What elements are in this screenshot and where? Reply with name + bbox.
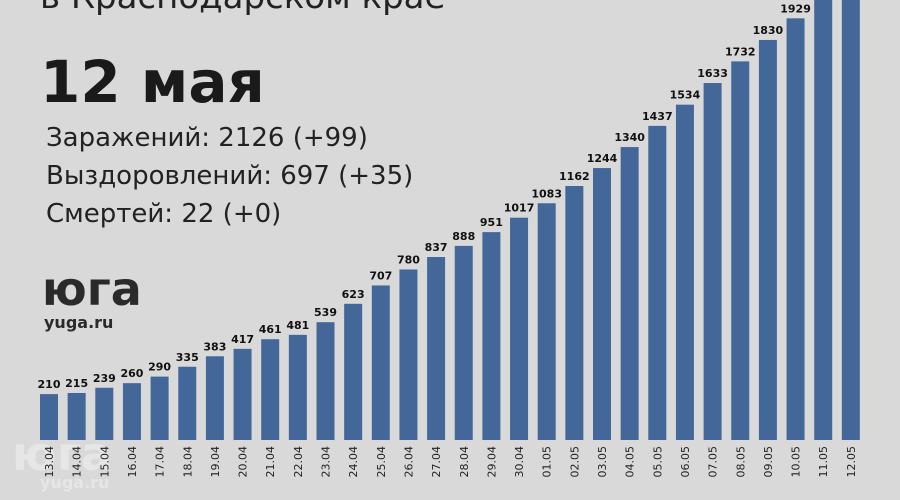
x-tick-label: 11.05 [817,446,830,478]
value-label: 780 [397,253,420,266]
value-label: 1534 [670,89,701,102]
value-label: 481 [286,319,309,332]
value-label: 290 [148,361,171,374]
x-tick-label: 28.04 [458,446,471,478]
value-label: 951 [480,216,503,229]
x-tick-label: 25.04 [375,446,388,478]
x-tick-label: 24.04 [347,446,360,478]
x-tick-label: 17.04 [154,446,167,478]
bar [454,245,473,440]
value-label: 1083 [531,187,562,200]
x-tick-label: 21.04 [264,446,277,478]
x-tick-label: 07.05 [707,446,720,478]
x-tick-label: 06.05 [679,446,692,478]
x-tick-label: 23.04 [320,446,333,478]
bar [150,376,169,440]
value-label: 837 [425,241,448,254]
x-tick-label: 22.04 [292,446,305,478]
x-tick-label: 19.04 [209,446,222,478]
value-label: 260 [120,367,143,380]
value-label: 1929 [780,2,811,15]
chart-title: в Краснодарском крае [40,0,445,17]
value-label: 623 [342,288,365,301]
bar [675,104,694,440]
value-label: 417 [231,333,254,346]
value-label: 383 [203,340,226,353]
bar [288,334,307,440]
bar [841,0,860,440]
x-tick-label: 05.05 [651,446,664,478]
value-label: 461 [259,323,282,336]
bar [122,383,141,440]
value-label: 1633 [697,67,728,80]
x-tick-label: 02.05 [568,446,581,478]
bar [371,285,390,440]
x-tick-label: 04.05 [624,446,637,478]
value-label: 215 [65,377,88,390]
bar [648,125,667,441]
x-tick-label: 12.05 [845,446,858,478]
x-tick-label: 16.04 [126,446,139,478]
bar [261,339,280,440]
x-tick-label: 29.04 [485,446,498,478]
watermark-logo: юга [12,427,112,481]
bar [95,387,114,440]
x-tick-label: 03.05 [596,446,609,478]
watermark-site: yuga.ru [40,473,109,492]
bar [399,269,418,440]
bar [178,366,197,440]
value-label: 1830 [753,24,784,37]
value-label: 1244 [587,152,618,165]
bar [482,232,501,440]
x-tick-label: 08.05 [734,446,747,478]
bar [593,168,611,441]
bar [758,39,777,440]
x-tick-label: 15.04 [98,446,111,478]
value-label: 539 [314,306,337,319]
bar [786,18,805,441]
x-tick-label: 09.05 [762,446,775,478]
bar [316,322,335,440]
bar [537,203,556,440]
value-label: 707 [369,269,392,282]
bar [731,61,750,441]
bar [233,348,252,440]
logo: юга [42,262,142,316]
value-label: 1437 [642,110,673,123]
value-label: 1017 [504,202,535,215]
value-label: 888 [452,230,475,243]
value-label: 210 [38,378,61,391]
x-tick-label: 20.04 [237,446,250,478]
x-tick-label: 10.05 [790,446,803,478]
bar [344,303,363,440]
logo-site: yuga.ru [44,313,113,332]
bar [703,83,722,441]
x-tick-label: 13.04 [43,446,56,478]
stat-line: Заражений: 2126 (+99) [46,123,368,153]
value-label: 1732 [725,45,756,58]
bar [510,217,529,440]
stat-line: Выздоровлений: 697 (+35) [46,161,413,191]
x-tick-label: 27.04 [430,446,443,478]
bar [67,393,86,440]
bar [565,185,584,440]
x-tick-label: 14.04 [71,446,84,478]
bar [40,394,58,440]
value-label: 239 [93,372,116,385]
x-tick-label: 26.04 [402,446,415,478]
bar [814,0,833,441]
stat-line: Смертей: 22 (+0) [46,199,281,229]
value-label: 1162 [559,170,590,183]
bar [620,147,639,441]
x-tick-label: 01.05 [541,446,554,478]
bar [205,356,224,440]
date-heading: 12 мая [40,48,265,116]
value-label: 1340 [614,131,645,144]
x-tick-label: 30.04 [513,446,526,478]
value-label: 335 [176,351,199,364]
bar [427,257,446,440]
x-tick-label: 18.04 [181,446,194,478]
